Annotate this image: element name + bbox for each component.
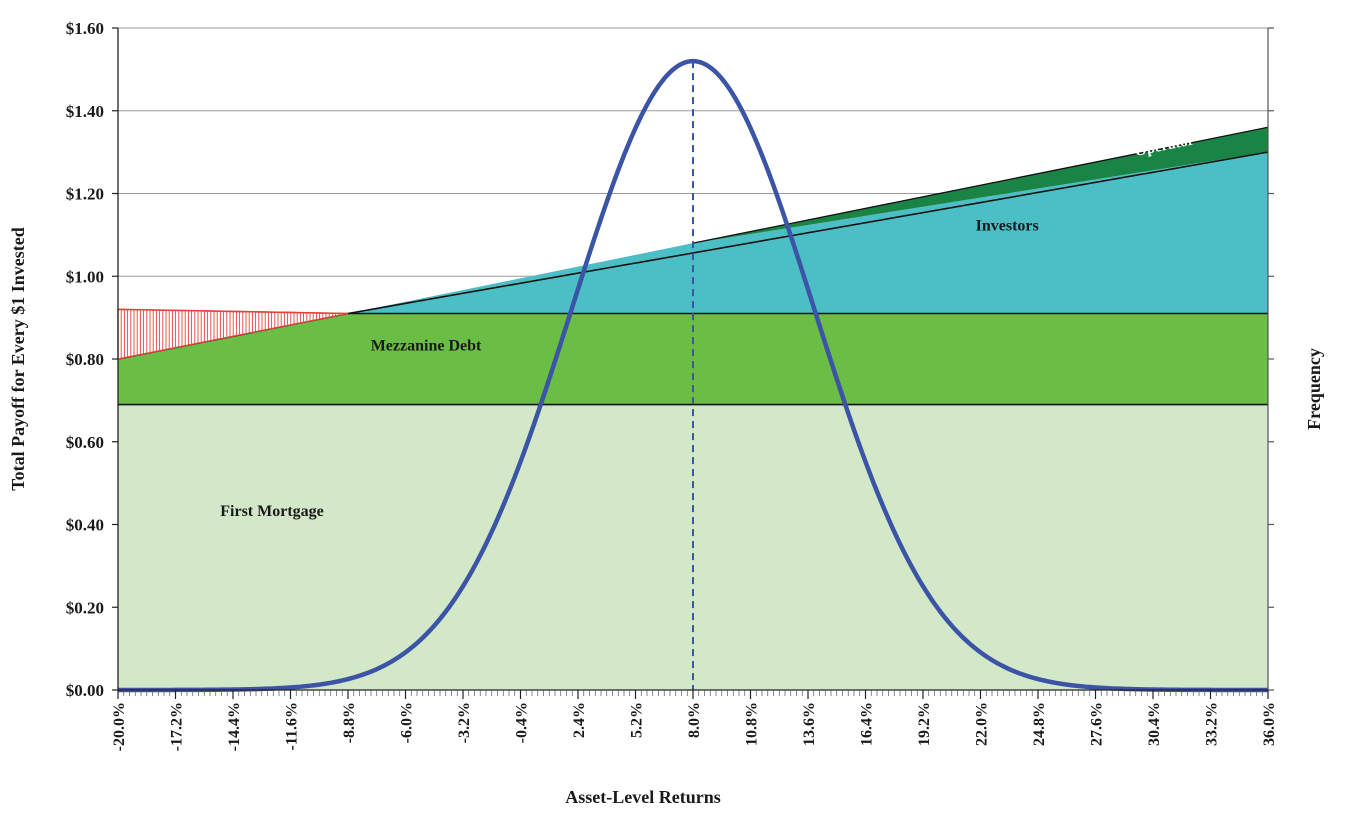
- y-tick-label: $0.80: [66, 350, 104, 369]
- x-tick-label: 5.2%: [629, 702, 646, 738]
- x-tick-label: -17.2%: [169, 702, 186, 751]
- shortfall-hatch: [117, 308, 349, 360]
- x-tick-label: 24.8%: [1031, 702, 1048, 746]
- secondary-y-axis-label: Frequency: [1304, 348, 1324, 430]
- area-mezzanine-debt: [118, 313, 1268, 405]
- x-tick-label: -0.4%: [514, 702, 531, 743]
- return-distribution: [118, 58, 1268, 693]
- y-tick-label: $1.00: [66, 267, 104, 286]
- x-tick-label: 8.0%: [686, 702, 703, 738]
- x-tick-label: 16.4%: [859, 702, 876, 746]
- x-tick-labels: -20.0% -17.2% -14.4% -11.6% -8.8% -6.0% -3.2% -…: [111, 702, 1278, 751]
- y-tick-label: $0.20: [66, 598, 104, 617]
- x-tick-label: -11.6%: [284, 702, 301, 750]
- x-tick-label: -3.2%: [456, 702, 473, 743]
- x-tick-label: 10.8%: [744, 702, 761, 746]
- x-tick-label: -8.8%: [341, 702, 358, 743]
- region-label: Investors: [976, 218, 1039, 235]
- x-tick-label: 13.6%: [801, 702, 818, 746]
- x-tick-label: 19.2%: [916, 702, 933, 746]
- x-axis-label: Asset-Level Returns: [565, 787, 720, 807]
- x-tick-label: -6.0%: [399, 702, 416, 743]
- y-tick-label: $0.60: [66, 433, 104, 452]
- y-tick-labels: $0.00 $0.20 $0.40 $0.60 $0.80 $1.00 $1.20 $1.40…: [66, 19, 104, 700]
- y-tick-label: $1.20: [66, 185, 104, 204]
- region-label: Mezzanine Debt: [371, 338, 482, 355]
- x-tick-label: 27.6%: [1089, 702, 1106, 746]
- x-tick-label: -20.0%: [111, 702, 128, 751]
- x-tick-label: -14.4%: [226, 702, 243, 751]
- axes: [112, 27, 1274, 699]
- x-tick-label: 30.4%: [1146, 702, 1163, 746]
- x-tick-label: 33.2%: [1204, 702, 1221, 746]
- y-tick-label: $0.40: [66, 516, 104, 535]
- y-tick-label: $0.00: [66, 681, 104, 700]
- y-tick-label: $1.60: [66, 19, 104, 38]
- x-tick-label: 2.4%: [571, 702, 588, 738]
- y-axis-label: Total Payoff for Every $1 Invested: [8, 227, 28, 490]
- x-tick-label: 36.0%: [1261, 702, 1278, 746]
- x-tick-label: 22.0%: [974, 702, 991, 746]
- y-tick-label: $1.40: [66, 102, 104, 121]
- region-label: First Mortgage: [220, 503, 324, 520]
- shortfall-top: [117, 308, 349, 315]
